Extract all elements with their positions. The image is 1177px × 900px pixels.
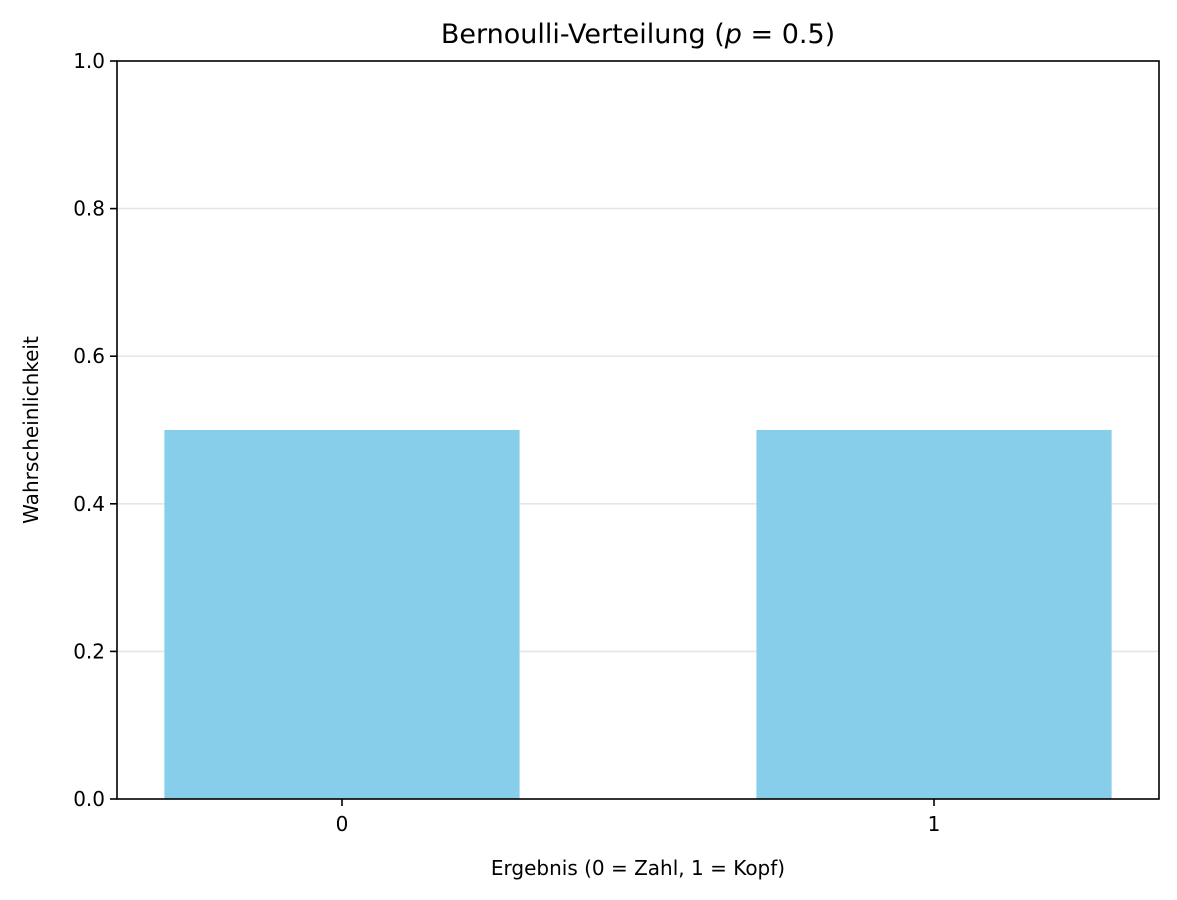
chart-title: Bernoulli-Verteilung (p = 0.5) bbox=[441, 19, 835, 50]
y-tick-label: 1.0 bbox=[73, 49, 105, 73]
y-tick-label: 0.8 bbox=[73, 197, 105, 221]
y-tick-label: 0.0 bbox=[73, 787, 105, 811]
plot-frame bbox=[116, 60, 1160, 800]
x-axis-label: Ergebnis (0 = Zahl, 1 = Kopf) bbox=[491, 856, 785, 880]
x-tick-label: 0 bbox=[336, 812, 349, 836]
y-axis-label: Wahrscheinlichkeit bbox=[19, 336, 43, 524]
bar-0 bbox=[164, 430, 520, 799]
y-tick-label: 0.2 bbox=[73, 639, 105, 663]
y-tick-label: 0.6 bbox=[73, 344, 105, 368]
x-tick-label: 1 bbox=[928, 812, 941, 836]
y-tick-label: 0.4 bbox=[73, 492, 105, 516]
bar-1 bbox=[756, 430, 1112, 799]
y-axis-ticks: 0.0 0.2 0.4 0.6 0.8 1.0 bbox=[73, 49, 117, 811]
bars bbox=[164, 430, 1112, 799]
